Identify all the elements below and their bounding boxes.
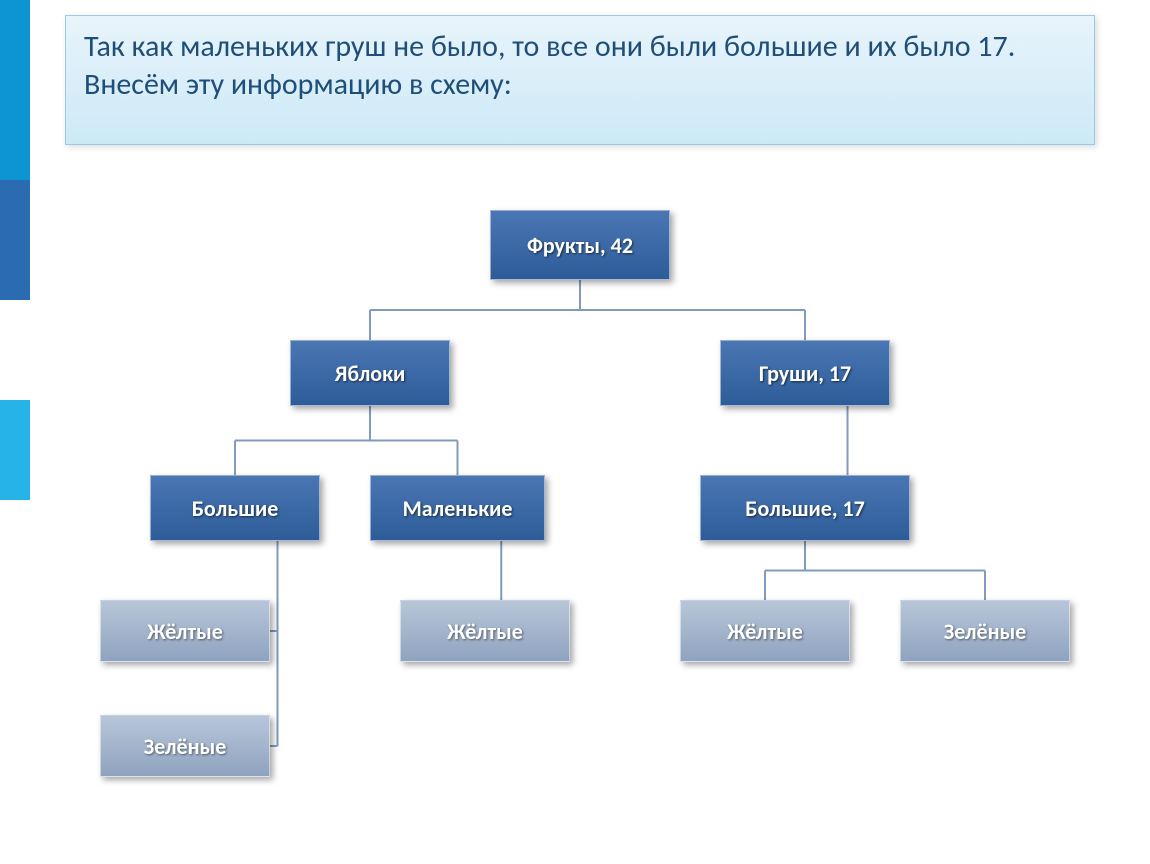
tree-diagram: Фрукты, 42 Яблоки Груши, 17 Большие Маленьки… — [0, 170, 1150, 860]
node-ap-sm-yel: Жёлтые — [400, 600, 570, 662]
node-pr-big: Большие, 17 — [700, 475, 910, 541]
node-label: Яблоки — [335, 360, 406, 387]
node-label: Зелёные — [944, 618, 1027, 645]
node-label: Маленькие — [403, 495, 513, 522]
node-root: Фрукты, 42 — [490, 210, 670, 280]
connector-root — [370, 280, 805, 340]
node-ap-small: Маленькие — [370, 475, 545, 541]
header-box: Так как маленьких груш не было, то все о… — [65, 15, 1095, 145]
node-label: Фрукты, 42 — [527, 232, 633, 259]
node-ap-big: Большие — [150, 475, 320, 541]
node-label: Зелёные — [144, 733, 227, 760]
node-label: Большие, 17 — [745, 495, 865, 522]
node-ap-big-grn: Зелёные — [100, 715, 270, 777]
node-label: Груши, 17 — [759, 360, 851, 387]
node-pears: Груши, 17 — [720, 340, 890, 406]
connector-pr-big — [765, 541, 985, 600]
header-line2: Внесём эту информацию в схему: — [84, 66, 1076, 104]
node-label: Большие — [192, 495, 279, 522]
node-label: Жёлтые — [147, 618, 223, 645]
node-label: Жёлтые — [727, 618, 803, 645]
header-line1: Так как маленьких груш не было, то все о… — [84, 28, 1076, 66]
node-pr-yel: Жёлтые — [680, 600, 850, 662]
connector-apples — [235, 406, 458, 475]
node-pr-grn: Зелёные — [900, 600, 1070, 662]
node-ap-big-yel: Жёлтые — [100, 600, 270, 662]
node-label: Жёлтые — [447, 618, 523, 645]
node-apples: Яблоки — [290, 340, 450, 406]
sidebar-segment — [0, 0, 30, 180]
